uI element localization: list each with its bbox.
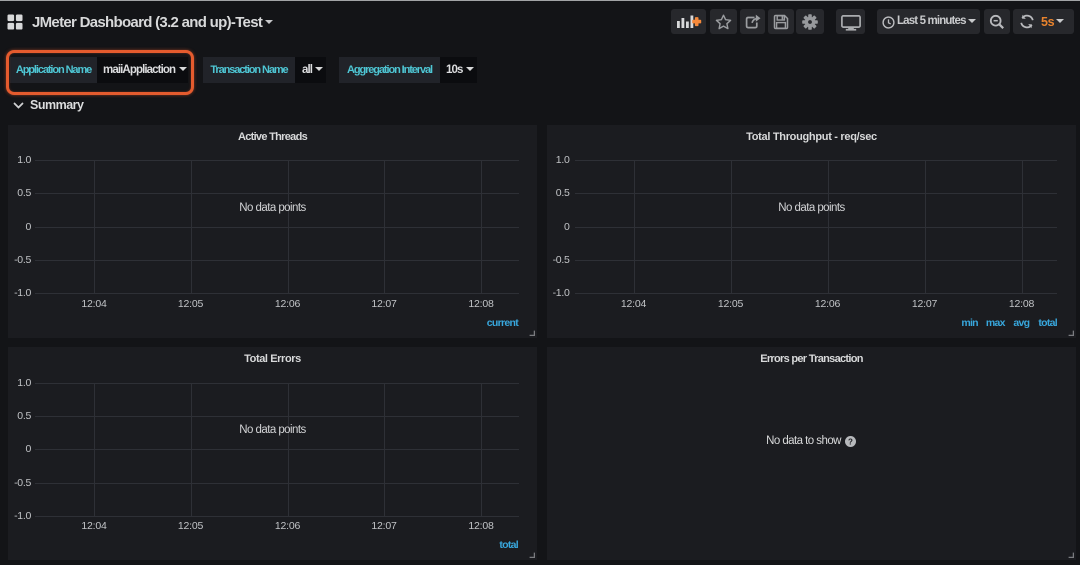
svg-text:?: ?	[848, 437, 853, 446]
